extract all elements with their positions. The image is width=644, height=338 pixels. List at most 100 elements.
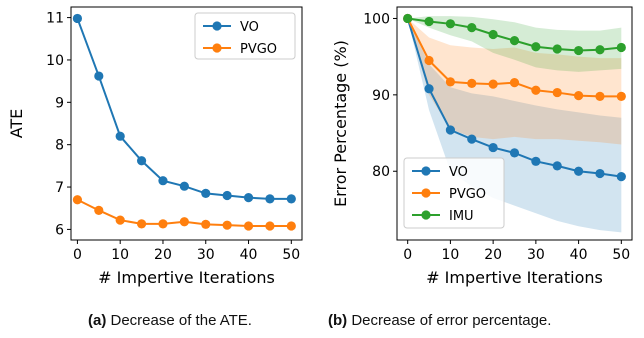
point-vo-5 <box>94 71 104 81</box>
x-tick-label: 40 <box>240 247 258 263</box>
y-tick-label: 11 <box>46 11 64 27</box>
point-vo-15 <box>136 156 147 166</box>
point-vo-40 <box>243 193 254 203</box>
legend-marker-pvgo <box>421 188 431 198</box>
point-pvgo-50 <box>286 221 296 231</box>
point-vo-0 <box>72 13 83 24</box>
point-vo-10 <box>115 131 125 141</box>
y-tick-label: 6 <box>55 222 64 238</box>
point-vo-35 <box>222 190 232 201</box>
point-imu-45 <box>595 45 605 55</box>
point-pvgo-15 <box>467 78 477 88</box>
point-pvgo-40 <box>573 91 584 101</box>
y-tick-label: 8 <box>55 138 64 154</box>
legend-label-vo: VO <box>449 165 468 180</box>
axes-frame <box>70 6 303 241</box>
caption-b: (b) Decrease of error percentage. <box>328 312 551 329</box>
y-axis-label: ATE <box>7 109 26 139</box>
point-imu-30 <box>531 42 541 52</box>
point-pvgo-45 <box>265 221 275 231</box>
y-tick-label: 9 <box>55 95 64 111</box>
y-tick-label: 10 <box>46 53 64 69</box>
point-imu-25 <box>509 36 520 46</box>
y-tick-label: 80 <box>372 164 390 180</box>
caption-a-text: Decrease of the ATE. <box>106 312 252 329</box>
chart-ate: 0 10 20 30 40 50 6 7 8 9 10 11 # Impertive Iteration… <box>7 6 303 287</box>
y-tick-label: 100 <box>363 11 390 27</box>
point-vo-20 <box>158 176 168 186</box>
point-imu-50 <box>616 42 626 53</box>
legend: VO PVGO <box>194 12 296 60</box>
point-vo-20 <box>488 142 498 153</box>
point-vo-25 <box>179 181 189 191</box>
point-vo-50 <box>616 171 626 182</box>
point-vo-45 <box>265 194 275 204</box>
point-imu-40 <box>573 45 584 56</box>
x-tick-label: 0 <box>73 247 82 263</box>
legend-marker-pvgo <box>212 43 222 53</box>
caption-b-tag: (b) <box>328 312 348 329</box>
y-tick-label: 7 <box>55 180 64 196</box>
point-imu-10 <box>445 19 456 29</box>
x-tick-label: 40 <box>570 247 588 263</box>
point-pvgo-25 <box>179 217 189 227</box>
legend-marker-imu <box>421 210 431 220</box>
point-vo-10 <box>445 125 456 135</box>
point-pvgo-5 <box>94 205 104 215</box>
x-tick-label: 30 <box>197 247 215 263</box>
legend-label-pvgo: PVGO <box>449 187 486 202</box>
point-imu-15 <box>467 23 477 33</box>
x-tick-label: 50 <box>282 247 300 263</box>
point-pvgo-30 <box>201 219 211 229</box>
point-pvgo-50 <box>616 91 626 101</box>
legend-marker-vo <box>212 21 222 31</box>
point-vo-15 <box>467 134 477 144</box>
point-vo-25 <box>509 148 520 158</box>
point-vo-40 <box>573 166 584 176</box>
point-pvgo-5 <box>424 55 434 66</box>
point-vo-5 <box>424 84 434 94</box>
x-tick-label: 50 <box>612 247 630 263</box>
point-vo-50 <box>286 194 296 204</box>
point-pvgo-10 <box>115 215 125 225</box>
point-imu-35 <box>552 44 562 54</box>
legend-label-vo: VO <box>240 20 259 35</box>
point-imu-5 <box>424 16 434 27</box>
band-vo <box>407 18 622 233</box>
point-pvgo-30 <box>531 85 541 95</box>
point-pvgo-40 <box>243 221 254 231</box>
caption-b-text: Decrease of error percentage. <box>347 312 552 329</box>
point-pvgo-0 <box>72 195 83 205</box>
y-tick-label: 90 <box>372 88 390 104</box>
point-vo-30 <box>531 156 541 166</box>
point-imu-20 <box>488 29 498 40</box>
x-tick-label: 20 <box>154 247 172 263</box>
point-pvgo-20 <box>488 79 498 89</box>
point-pvgo-35 <box>222 220 232 230</box>
legend-label-pvgo: PVGO <box>240 42 277 57</box>
chart-error-percentage: 0 10 20 30 40 50 80 90 100 # Impertive Iterations… <box>331 6 633 287</box>
x-tick-label: 10 <box>111 247 129 263</box>
point-imu-0 <box>403 13 413 24</box>
x-tick-label: 20 <box>484 247 502 263</box>
x-axis-label: # Impertive Iterations <box>98 268 275 287</box>
caption-a-tag: (a) <box>88 312 107 329</box>
legend: VO PVGO IMU <box>403 157 505 229</box>
x-tick-label: 10 <box>441 247 459 263</box>
point-pvgo-35 <box>552 87 562 98</box>
axes-frame <box>396 6 633 241</box>
legend-marker-vo <box>421 166 431 176</box>
point-vo-35 <box>552 161 562 171</box>
caption-a: (a) Decrease of the ATE. <box>88 312 252 329</box>
point-pvgo-15 <box>136 219 147 229</box>
legend-frame <box>403 157 505 229</box>
point-pvgo-45 <box>595 91 605 101</box>
point-pvgo-10 <box>445 77 456 87</box>
point-pvgo-20 <box>158 219 168 229</box>
x-axis-label: # Impertive Iterations <box>426 268 603 287</box>
y-axis-label: Error Percentage (%) <box>331 40 350 207</box>
legend-label-imu: IMU <box>449 209 474 224</box>
x-tick-label: 30 <box>527 247 545 263</box>
point-pvgo-25 <box>509 78 520 88</box>
